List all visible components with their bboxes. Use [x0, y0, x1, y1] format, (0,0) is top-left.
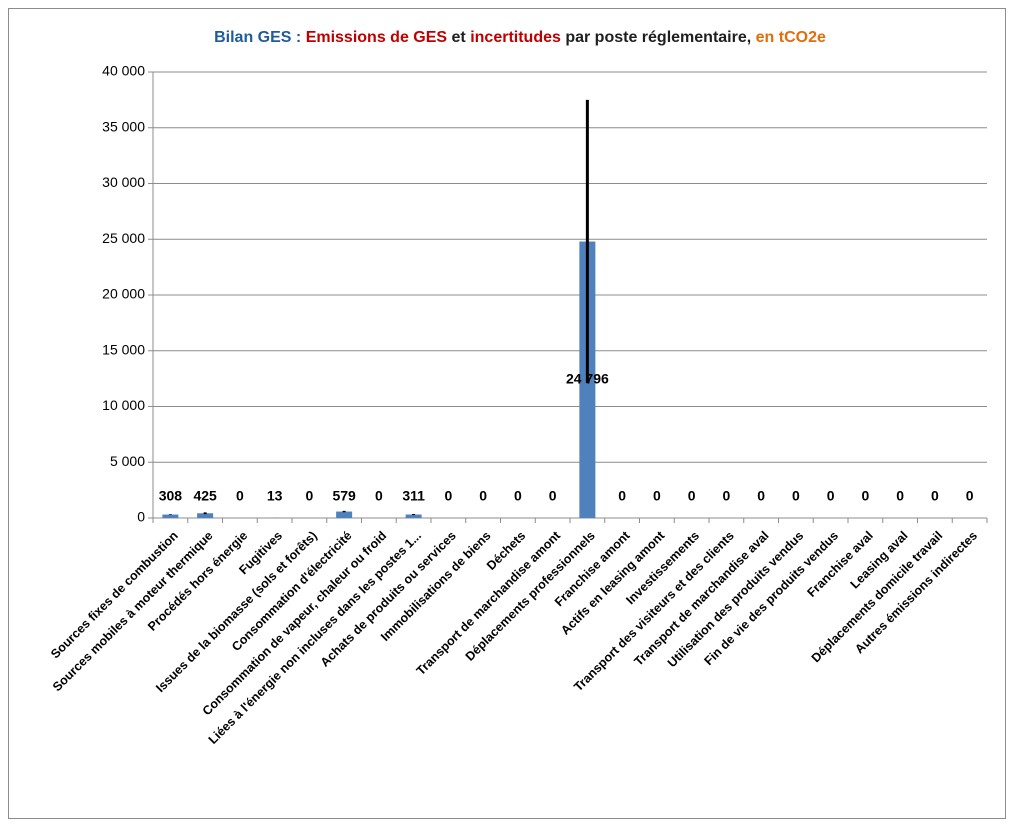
title-segment: incertitudes — [470, 29, 561, 46]
value-label: 0 — [722, 488, 730, 504]
title-segment: par poste réglementaire, — [561, 29, 756, 46]
value-label: 0 — [653, 488, 661, 504]
value-label: 0 — [757, 488, 765, 504]
title-segment: Emissions de GES — [306, 29, 448, 46]
bar — [197, 513, 214, 518]
value-label: 0 — [688, 488, 696, 504]
value-label: 0 — [931, 488, 939, 504]
value-label: 311 — [402, 488, 425, 504]
y-tick-label: 25 000 — [102, 230, 145, 246]
y-tick-label: 35 000 — [102, 118, 145, 134]
value-label: 0 — [827, 488, 835, 504]
value-label: 0 — [305, 488, 313, 504]
value-label: 0 — [479, 488, 487, 504]
value-label: 0 — [236, 488, 244, 504]
value-label: 0 — [896, 488, 904, 504]
bar — [162, 514, 179, 518]
y-tick-label: 40 000 — [102, 63, 145, 79]
y-tick-label: 0 — [137, 509, 145, 525]
value-label: 0 — [514, 488, 522, 504]
value-label: 0 — [375, 488, 383, 504]
value-label: 0 — [618, 488, 626, 504]
value-label: 308 — [159, 488, 183, 504]
value-label: 425 — [193, 488, 217, 504]
title-segment: et — [447, 29, 470, 46]
value-label: 0 — [966, 488, 974, 504]
title-segment: Bilan GES : — [214, 29, 306, 46]
bar — [405, 514, 422, 518]
value-label: 0 — [549, 488, 557, 504]
chart-title: Bilan GES : Emissions de GES et incertit… — [214, 29, 826, 46]
value-label: 0 — [444, 488, 452, 504]
y-tick-label: 20 000 — [102, 286, 145, 302]
value-label: 0 — [861, 488, 869, 504]
y-tick-label: 30 000 — [102, 174, 145, 190]
value-label: 0 — [792, 488, 800, 504]
bar — [336, 511, 353, 518]
value-label: 579 — [332, 488, 356, 504]
title-segment: en tCO2e — [756, 29, 826, 46]
y-tick-label: 5 000 — [110, 453, 145, 469]
value-label: 13 — [267, 488, 283, 504]
y-tick-label: 10 000 — [102, 397, 145, 413]
y-tick-label: 15 000 — [102, 341, 145, 357]
chart-frame — [8, 8, 1006, 819]
value-label: 24 796 — [566, 370, 609, 386]
